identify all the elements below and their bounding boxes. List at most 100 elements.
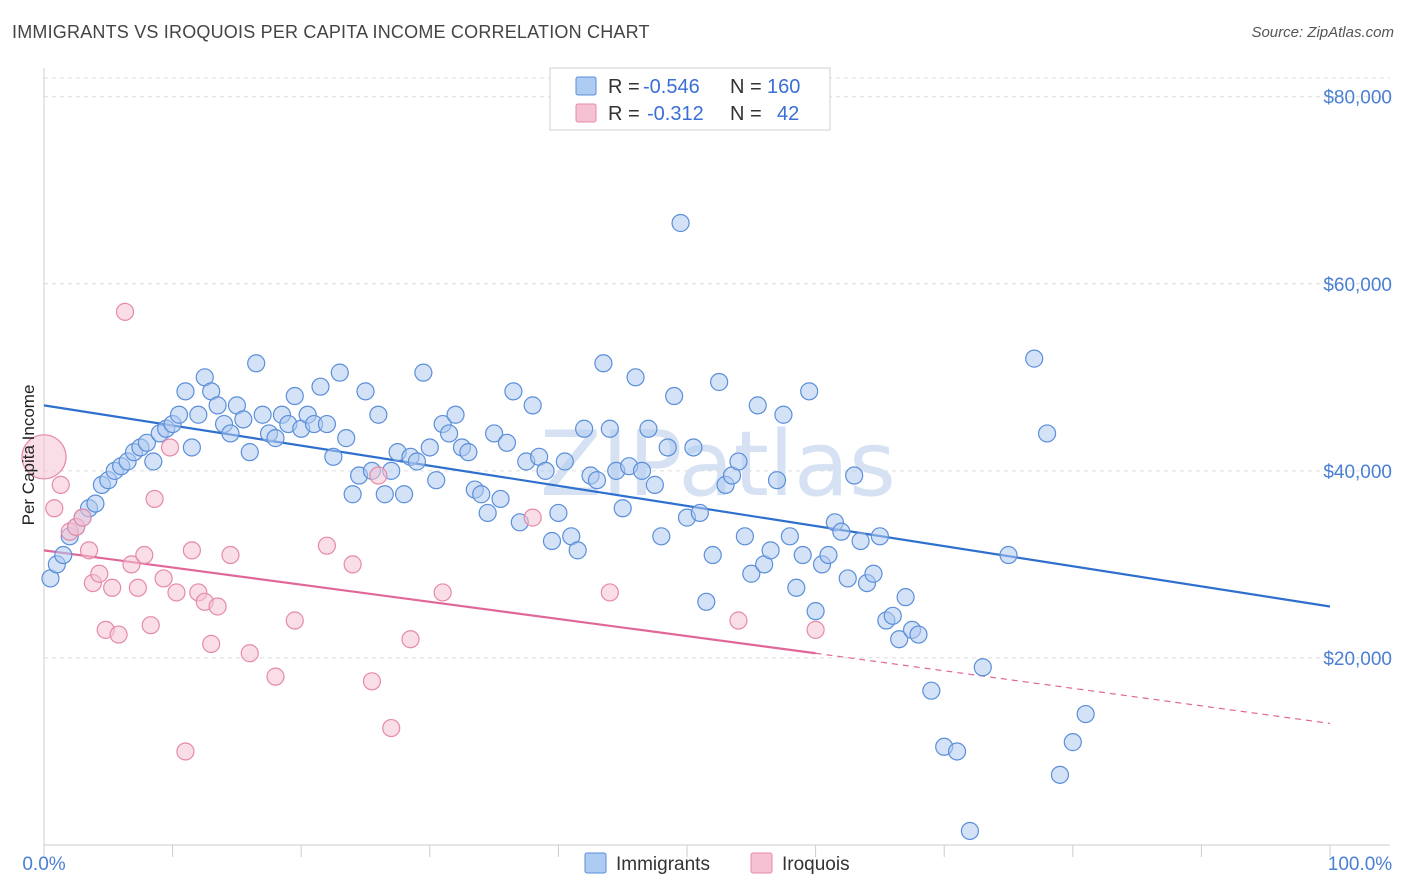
iroquois-point	[600, 583, 619, 602]
immigrants-point	[690, 503, 709, 523]
immigrants-point	[652, 527, 671, 546]
immigrants-point	[684, 438, 703, 457]
iroquois-point	[103, 578, 122, 597]
immigrants-point	[999, 545, 1018, 565]
immigrants-point	[144, 452, 163, 471]
iroquois-point	[109, 625, 128, 644]
immigrants-point	[960, 821, 980, 841]
immigrants-point	[806, 602, 825, 621]
iroquois-point	[369, 466, 388, 485]
immigrants-point	[420, 438, 439, 457]
immigrants-point	[613, 499, 632, 518]
immigrants-point	[446, 405, 465, 424]
immigrants-point	[671, 213, 690, 233]
immigrants-point	[182, 438, 201, 457]
iroquois-point	[317, 536, 337, 555]
legend-r-label-2: R =	[608, 103, 640, 125]
immigrants-point	[1037, 424, 1057, 443]
immigrants-point	[478, 503, 497, 523]
immigrants-point	[658, 438, 677, 457]
immigrants-point	[337, 429, 356, 448]
immigrants-point	[549, 503, 568, 523]
immigrants-point	[600, 419, 619, 438]
immigrants-point	[169, 405, 189, 424]
immigrants-point	[375, 485, 394, 504]
iroquois-point	[182, 541, 201, 560]
iroquois-point	[21, 434, 67, 480]
immigrants-point	[742, 564, 761, 583]
series-legend: Immigrants Iroquois	[584, 852, 850, 875]
immigrants-point	[1050, 765, 1070, 784]
immigrants-point	[240, 443, 259, 462]
iroquois-point	[115, 302, 135, 321]
iroquois-point	[73, 508, 92, 527]
y-tick-label: $60,000	[1323, 275, 1392, 296]
iroquois-trend-extension	[815, 652, 1331, 724]
immigrants-point	[86, 494, 105, 513]
iroquois-point	[79, 541, 99, 560]
x-tick-label: 0.0%	[22, 854, 65, 875]
immigrants-point	[472, 485, 491, 504]
iroquois-point	[208, 597, 227, 616]
immigrants-point	[767, 471, 787, 490]
immigrants-point	[311, 377, 330, 396]
legend-swatch-iroquois	[575, 103, 597, 123]
immigrants-point	[54, 545, 73, 565]
bottom-legend-immigrants: Immigrants	[616, 854, 710, 875]
iroquois-point	[167, 583, 186, 602]
legend-n-value-2: 42	[777, 103, 799, 125]
iroquois-point	[523, 508, 542, 527]
iroquois-point	[176, 742, 195, 761]
immigrants-point	[761, 541, 780, 560]
immigrants-point	[832, 522, 851, 541]
y-tick-label: $40,000	[1323, 462, 1392, 483]
immigrants-point	[870, 527, 890, 546]
immigrants-point	[594, 354, 613, 373]
immigrants-point	[247, 354, 266, 373]
legend-n-value-1: 160	[767, 76, 800, 98]
immigrants-point	[253, 405, 272, 424]
legend-r-value-2: -0.312	[647, 103, 704, 125]
iroquois-point	[433, 583, 452, 602]
immigrants-point	[414, 363, 433, 382]
iroquois-point	[154, 569, 173, 588]
legend-r-value-1: -0.546	[643, 76, 700, 98]
immigrants-point	[427, 471, 446, 490]
immigrants-point	[221, 424, 240, 443]
immigrants-point	[845, 466, 864, 485]
immigrants-point	[266, 429, 285, 448]
immigrants-point	[735, 527, 754, 546]
immigrants-point	[536, 461, 555, 480]
source-label: Source: ZipAtlas.com	[1251, 24, 1394, 41]
immigrants-point	[491, 489, 510, 509]
chart-title: IMMIGRANTS VS IROQUOIS PER CAPITA INCOME…	[12, 22, 650, 42]
immigrants-point	[1025, 349, 1044, 368]
immigrants-point	[729, 452, 748, 471]
immigrants-point	[439, 424, 459, 443]
legend-n-label-1: N =	[730, 76, 762, 98]
immigrants-point	[819, 545, 838, 565]
immigrants-point	[1063, 733, 1082, 752]
x-tick-label: 100.0%	[1328, 854, 1393, 875]
iroquois-point	[401, 630, 420, 649]
immigrants-point	[568, 541, 587, 560]
immigrants-point	[632, 461, 652, 480]
iroquois-point	[382, 718, 401, 738]
watermark: ZIPatlas	[540, 412, 896, 517]
iroquois-point	[51, 475, 70, 494]
y-tick-label: $20,000	[1323, 649, 1392, 670]
immigrants-point	[317, 414, 337, 434]
immigrants-point	[542, 531, 562, 551]
immigrants-point	[575, 419, 594, 438]
iroquois-point	[141, 616, 160, 635]
iroquois-trend-line	[43, 549, 816, 655]
iroquois-point	[145, 489, 164, 509]
immigrants-point	[838, 569, 857, 588]
immigrants-point	[523, 396, 542, 415]
immigrants-trend-line	[43, 404, 1331, 608]
immigrants-point	[626, 368, 645, 387]
trend-lines	[43, 404, 1331, 724]
iroquois-point	[343, 555, 362, 574]
iroquois-point	[240, 644, 259, 663]
